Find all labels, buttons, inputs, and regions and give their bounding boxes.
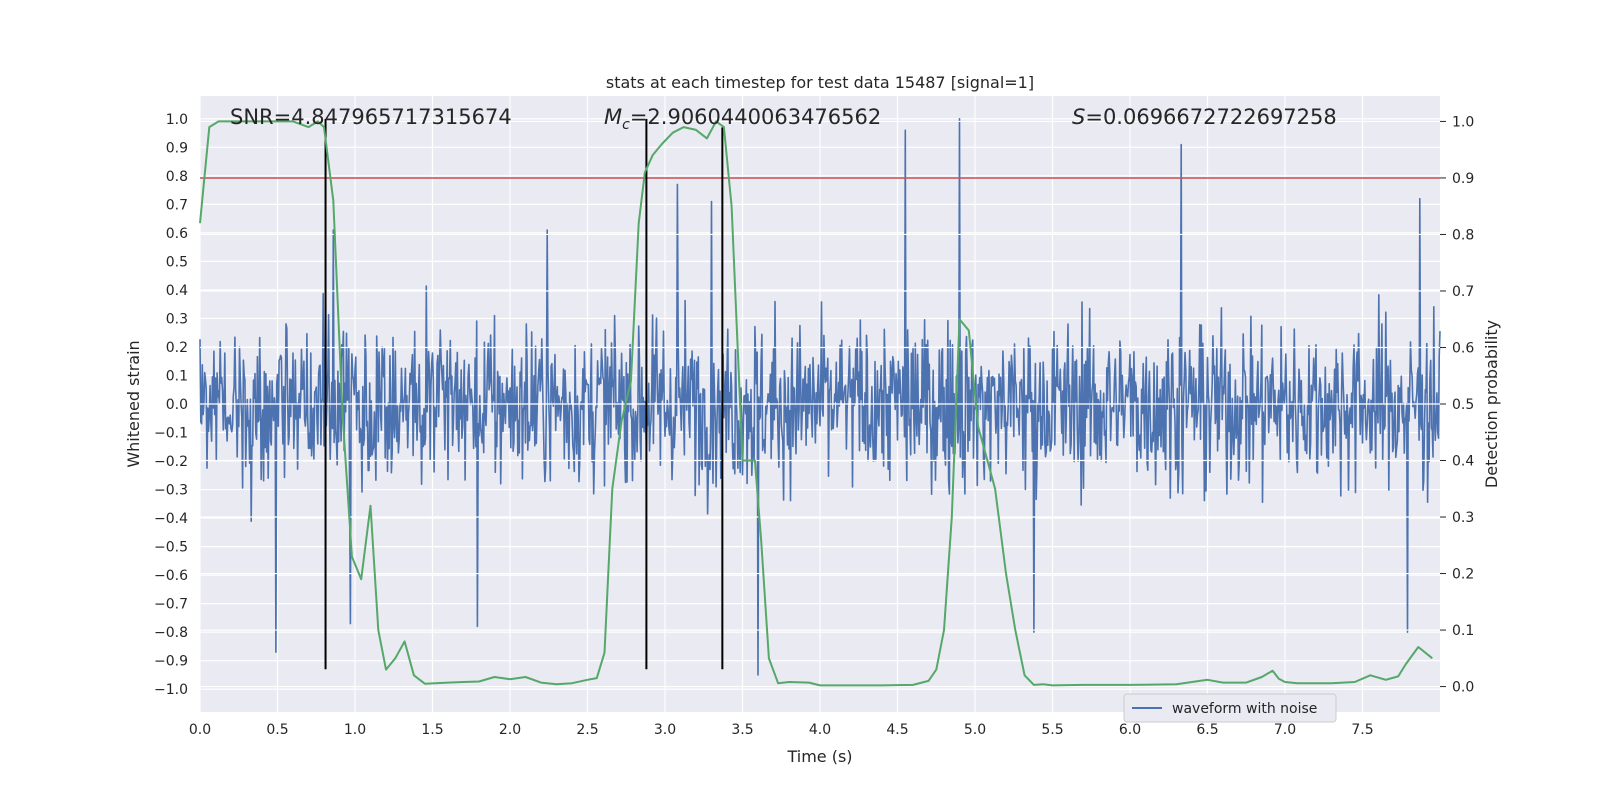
left-tick-label: 0.5 (166, 254, 188, 270)
left-axis-label: Whitened strain (124, 340, 143, 467)
left-tick-label: 0.2 (166, 340, 188, 356)
s-annotation: S=0.0696672722697258 (1072, 105, 1337, 129)
left-tick-label: 0.3 (166, 311, 188, 327)
left-tick-label: −0.5 (154, 540, 188, 556)
x-tick-label: 4.5 (886, 722, 908, 738)
left-tick-label: −0.2 (154, 454, 188, 470)
left-tick-label: −0.4 (154, 511, 188, 527)
legend-label: waveform with noise (1172, 701, 1317, 717)
right-tick-labels: 1.0 0.9 0.8 0.7 0.6 0.5 0.4 0.3 0.2 0.1 0.0 (1440, 114, 1474, 696)
right-tick-label: 0.9 (1452, 171, 1474, 187)
snr-annotation: SNR=4.847965717315674 (230, 105, 512, 129)
left-tick-label: 0.1 (166, 368, 188, 384)
x-tick-label: 2.5 (576, 722, 598, 738)
right-tick-label: 1.0 (1452, 114, 1474, 130)
left-tick-label: 0.4 (166, 283, 188, 299)
chirp-mass-value: =2.9060440063476562 (630, 105, 881, 129)
right-tick-label: 0.0 (1452, 680, 1474, 696)
vertical-markers (324, 118, 724, 670)
x-tick-label: 7.5 (1351, 722, 1373, 738)
chirp-mass-annotation: Mc=2.9060440063476562 (604, 105, 881, 133)
left-tick-label: −0.3 (154, 483, 188, 499)
x-axis-label: Time (s) (786, 747, 852, 766)
left-tick-label: 0.0 (166, 397, 188, 413)
right-tick-label: 0.4 (1452, 454, 1474, 470)
x-tick-label: 4.0 (809, 722, 831, 738)
left-tick-labels: 1.0 0.9 0.8 0.7 0.6 0.5 0.4 0.3 0.2 0.1 0.0 −0.1 −0.… (154, 112, 188, 698)
x-tick-label: 5.5 (1041, 722, 1063, 738)
left-tick-label: 0.8 (166, 169, 188, 185)
s-symbol: S (1072, 105, 1085, 129)
legend-box (1123, 693, 1337, 723)
x-tick-label: 3.0 (654, 722, 676, 738)
x-tick-label: 6.5 (1196, 722, 1218, 738)
left-tick-label: 0.6 (166, 226, 188, 242)
right-tick-label: 0.1 (1452, 623, 1474, 639)
right-tick-label: 0.6 (1452, 340, 1474, 356)
probability-series (199, 120, 1433, 687)
left-tick-label: −0.1 (154, 426, 188, 442)
right-tick-label: 0.7 (1452, 284, 1474, 300)
left-tick-label: −0.7 (154, 597, 188, 613)
left-tick-label: 0.7 (166, 197, 188, 213)
left-tick-label: 1.0 (166, 112, 188, 128)
x-tick-label: 1.0 (344, 722, 366, 738)
x-tick-label: 3.5 (731, 722, 753, 738)
right-axis-label: Detection probability (1482, 320, 1501, 488)
legend: waveform with noise (1123, 693, 1337, 723)
x-tick-label: 6.0 (1119, 722, 1141, 738)
x-tick-label: 0.0 (189, 722, 211, 738)
chirp-mass-symbol: M (604, 105, 622, 129)
right-tick-label: 0.5 (1452, 397, 1474, 413)
chart-title: stats at each timestep for test data 154… (606, 73, 1034, 92)
s-value: =0.0696672722697258 (1085, 105, 1336, 129)
left-tick-label: −0.9 (154, 654, 188, 670)
x-tick-label: 7.0 (1274, 722, 1296, 738)
left-tick-label: −1.0 (154, 682, 188, 698)
left-tick-label: 0.9 (166, 140, 188, 156)
x-tick-labels: 0.0 0.5 1.0 1.5 2.0 2.5 3.0 3.5 4.0 4.5 5.0 5.5 6.0 6… (189, 722, 1374, 738)
left-tick-label: −0.8 (154, 625, 188, 641)
right-tick-label: 0.2 (1452, 567, 1474, 583)
right-tick-label: 0.3 (1452, 510, 1474, 526)
x-tick-label: 1.5 (421, 722, 443, 738)
chirp-mass-subscript: c (622, 117, 630, 133)
x-tick-label: 5.0 (964, 722, 986, 738)
probability-line (199, 120, 1433, 687)
right-tick-label: 0.8 (1452, 227, 1474, 243)
left-tick-label: −0.6 (154, 568, 188, 584)
x-tick-label: 2.0 (499, 722, 521, 738)
x-tick-label: 0.5 (266, 722, 288, 738)
